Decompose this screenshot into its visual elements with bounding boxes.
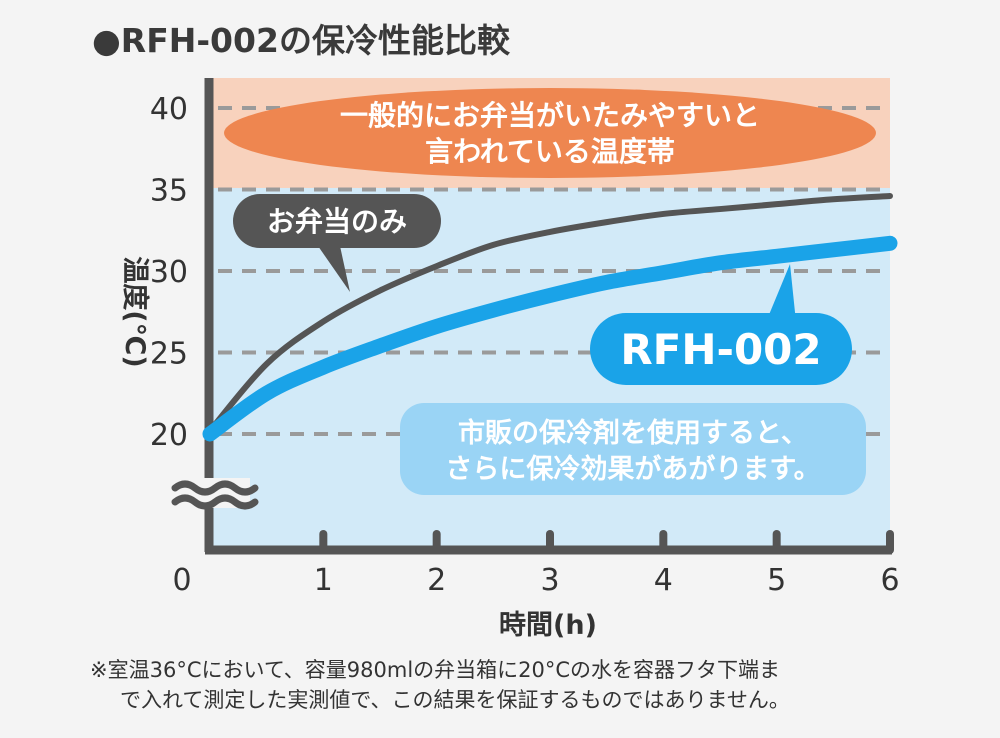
y-tick-label: 20 bbox=[150, 418, 188, 453]
x-tick-labels: 0 1 2 3 4 5 6 bbox=[172, 563, 899, 598]
series-line-rfh-002 bbox=[202, 235, 898, 442]
ice-pack-note: 市販の保冷剤を使用すると、 さらに保冷効果があがります。 bbox=[400, 403, 866, 495]
y-tick-label: 30 bbox=[150, 255, 188, 290]
y-axis-title: 温度(℃) bbox=[119, 256, 151, 367]
rfh-002-callout: RFH-002 bbox=[590, 264, 852, 385]
x-tick-label: 3 bbox=[540, 563, 559, 598]
bento-only-callout: お弁当のみ bbox=[233, 194, 441, 292]
x-axis-title: 時間(h) bbox=[499, 610, 597, 641]
chart-title: ●RFH-002の保冷性能比較 bbox=[92, 21, 510, 60]
x-tick-label: 0 bbox=[172, 563, 191, 598]
y-tick-label: 35 bbox=[150, 174, 188, 209]
x-tick-label: 4 bbox=[654, 563, 673, 598]
x-tick-label: 5 bbox=[767, 563, 786, 598]
x-tick-label: 2 bbox=[427, 563, 446, 598]
ice-pack-note-line2: さらに保冷効果があがります。 bbox=[445, 453, 820, 485]
series-line-bento-only bbox=[207, 193, 893, 434]
ice-pack-note-line1: 市販の保冷剤を使用すると、 bbox=[458, 417, 808, 449]
y-tick-labels: 20 25 30 35 40 bbox=[150, 92, 188, 453]
footnote-line2: で入れて測定した実測値で、この結果を保証するものではありません。 bbox=[120, 688, 790, 712]
danger-zone-note-line2: 言われている温度帯 bbox=[425, 135, 675, 168]
danger-zone-note bbox=[224, 88, 876, 178]
danger-zone-note-line1: 一般的にお弁当がいたみやすいと bbox=[340, 99, 760, 132]
footnote-line1: ※室温36°Cにおいて、容量980mlの弁当箱に20°Cの水を容器フタ下端ま bbox=[90, 658, 781, 682]
axis-break-icon bbox=[170, 478, 259, 510]
x-tick-label: 6 bbox=[880, 563, 899, 598]
y-tick-label: 25 bbox=[150, 337, 188, 372]
y-tick-label: 40 bbox=[150, 92, 188, 127]
bento-only-label: お弁当のみ bbox=[267, 205, 407, 238]
rfh-002-label: RFH-002 bbox=[620, 325, 821, 374]
footnote: ※室温36°Cにおいて、容量980mlの弁当箱に20°Cの水を容器フタ下端ま で… bbox=[90, 655, 940, 715]
x-tick-label: 1 bbox=[314, 563, 333, 598]
